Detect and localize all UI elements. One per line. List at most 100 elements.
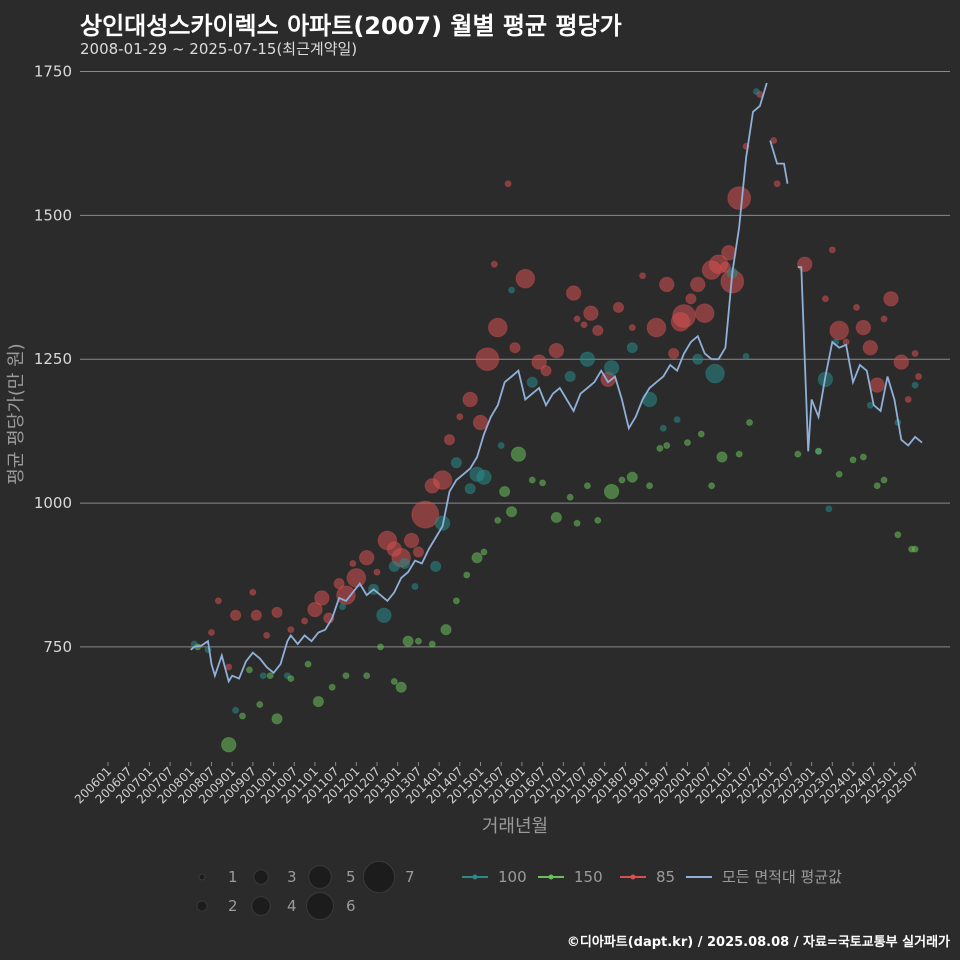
- data-point-85: [358, 550, 375, 566]
- data-point-100: [659, 424, 667, 432]
- data-point-150: [510, 446, 527, 462]
- data-point-150: [266, 672, 274, 680]
- data-point-150: [566, 493, 574, 501]
- data-point-85: [548, 342, 565, 359]
- data-point-100: [526, 376, 538, 388]
- data-point-100: [603, 360, 620, 376]
- data-point-85: [271, 606, 283, 618]
- data-point-150: [304, 660, 312, 668]
- data-point-150: [815, 447, 823, 455]
- data-point-150: [363, 672, 371, 680]
- data-point-100: [752, 88, 760, 96]
- data-point-85: [797, 256, 813, 272]
- chart-title: 상인대성스카이렉스 아파트(2007) 월별 평균 평당가: [80, 12, 622, 40]
- x-axis-title: 거래년월: [482, 816, 548, 837]
- data-point-85: [333, 578, 345, 590]
- data-point-85: [214, 597, 222, 605]
- data-point-150: [663, 442, 671, 450]
- data-point-100: [911, 381, 919, 389]
- data-point-150: [376, 643, 384, 651]
- data-point-100: [626, 342, 638, 354]
- data-point-85: [639, 272, 647, 280]
- data-point-85: [862, 340, 878, 356]
- data-point-85: [207, 629, 215, 637]
- size-legend-label: 4: [287, 897, 297, 915]
- data-point-150: [849, 456, 857, 464]
- data-point-85: [403, 532, 420, 549]
- data-point-85: [412, 546, 425, 558]
- data-point-100: [564, 370, 576, 383]
- data-point-150: [390, 677, 398, 685]
- series-legend-label: 85: [656, 868, 675, 886]
- data-point-85: [592, 324, 604, 337]
- data-point-85: [531, 354, 547, 370]
- data-point-85: [515, 268, 536, 289]
- data-point-150: [499, 485, 511, 498]
- data-point-85: [472, 414, 489, 431]
- data-point-150: [539, 479, 547, 487]
- data-point-85: [869, 377, 885, 393]
- average-line-segment: [190, 82, 768, 684]
- data-point-85: [540, 365, 552, 377]
- y-tick-label: 750: [43, 638, 72, 656]
- data-point-100: [232, 706, 240, 714]
- data-point-85: [773, 180, 781, 188]
- data-point-100: [825, 505, 833, 513]
- series-legend-dot: [630, 874, 636, 880]
- data-point-150: [911, 545, 919, 553]
- data-point-85: [685, 293, 697, 305]
- size-legend-label: 1: [228, 868, 238, 886]
- data-point-85: [487, 317, 508, 338]
- data-point-150: [245, 666, 253, 674]
- data-point-85: [509, 342, 521, 354]
- data-point-100: [450, 457, 462, 469]
- points-layer: [190, 88, 923, 753]
- data-point-150: [312, 695, 324, 708]
- data-point-85: [263, 631, 271, 639]
- size-legend-label: 7: [405, 868, 415, 886]
- data-point-150: [716, 451, 728, 463]
- data-point-85: [456, 413, 464, 421]
- data-point-150: [505, 506, 518, 518]
- data-point-150: [463, 571, 471, 579]
- size-legend-label: 6: [346, 897, 356, 915]
- size-legend-label: 5: [346, 868, 356, 886]
- data-point-150: [342, 672, 350, 680]
- average-line-segment: [797, 266, 923, 452]
- data-point-85: [911, 349, 919, 357]
- data-point-150: [271, 713, 283, 725]
- size-legend-key: [308, 865, 332, 889]
- data-point-150: [873, 482, 881, 490]
- data-point-100: [388, 560, 400, 572]
- data-point-150: [835, 470, 843, 478]
- size-legend-key: [253, 869, 269, 885]
- data-point-150: [414, 637, 422, 645]
- data-point-85: [346, 568, 367, 588]
- data-point-85: [893, 354, 910, 370]
- data-point-85: [719, 261, 731, 273]
- series-legend-label: 100: [498, 868, 527, 886]
- axis-layer: 7501000125015001750200601200607200701200…: [34, 63, 921, 807]
- data-point-85: [659, 276, 675, 293]
- series-legend-label: 150: [574, 868, 603, 886]
- legend: 1 2 3 4 5 6 7 100 150 85 모든 면적대 평균값: [196, 860, 842, 920]
- data-point-150: [735, 450, 743, 458]
- data-point-150: [626, 471, 638, 483]
- data-point-100: [497, 442, 505, 450]
- data-point-85: [373, 568, 381, 576]
- data-point-150: [683, 439, 691, 447]
- data-point-100: [742, 352, 750, 360]
- data-point-85: [646, 317, 667, 338]
- data-point-85: [565, 285, 582, 301]
- data-point-150: [256, 700, 264, 708]
- data-point-85: [504, 180, 512, 188]
- data-point-85: [694, 303, 715, 323]
- data-point-85: [727, 186, 752, 210]
- series-legend-label: 모든 면적대 평균값: [722, 868, 842, 886]
- data-point-85: [250, 609, 262, 621]
- data-point-85: [314, 590, 330, 606]
- data-point-150: [880, 476, 888, 484]
- data-point-100: [476, 469, 492, 485]
- data-point-85: [475, 347, 500, 372]
